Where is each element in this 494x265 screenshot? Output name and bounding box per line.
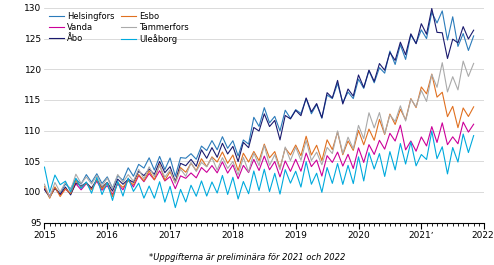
Åbo — [47, 195, 53, 198]
Line: Helsingfors: Helsingfors — [44, 11, 474, 197]
Esbo — [136, 173, 142, 176]
Helsingfors — [110, 187, 116, 190]
Line: Uleåborg: Uleåborg — [44, 131, 474, 207]
Line: Vanda: Vanda — [44, 122, 474, 196]
Text: *Uppgifterna är preliminära för 2021 och 2022: *Uppgifterna är preliminära för 2021 och… — [149, 253, 345, 262]
Tammerfors — [460, 60, 466, 63]
Uleåborg — [356, 155, 362, 158]
Vanda — [471, 123, 477, 126]
Esbo — [429, 73, 435, 76]
Line: Åbo: Åbo — [44, 8, 474, 197]
Tammerfors — [136, 168, 142, 171]
Vanda — [41, 187, 47, 191]
Åbo — [429, 7, 435, 10]
Esbo — [303, 135, 309, 138]
Helsingfors — [303, 97, 309, 100]
Uleåborg — [382, 175, 388, 178]
Uleåborg — [303, 160, 309, 163]
Esbo — [41, 185, 47, 188]
Tammerfors — [110, 187, 116, 190]
Åbo — [471, 29, 477, 32]
Esbo — [382, 133, 388, 136]
Uleåborg — [68, 190, 74, 193]
Åbo — [110, 189, 116, 193]
Åbo — [382, 69, 388, 72]
Tammerfors — [303, 139, 309, 142]
Esbo — [47, 197, 53, 200]
Helsingfors — [73, 178, 79, 181]
Uleåborg — [41, 166, 47, 169]
Helsingfors — [471, 34, 477, 38]
Vanda — [356, 146, 362, 149]
Tammerfors — [73, 173, 79, 176]
Helsingfors — [356, 78, 362, 81]
Legend: Helsingfors, Vanda, Åbo, Esbo, Tammerfors, Uleåborg: Helsingfors, Vanda, Åbo, Esbo, Tammerfor… — [47, 10, 191, 46]
Vanda — [136, 174, 142, 177]
Uleåborg — [471, 134, 477, 137]
Vanda — [110, 193, 116, 196]
Esbo — [73, 179, 79, 182]
Helsingfors — [136, 163, 142, 166]
Tammerfors — [356, 124, 362, 127]
Uleåborg — [130, 190, 136, 193]
Vanda — [382, 148, 388, 151]
Åbo — [41, 188, 47, 191]
Tammerfors — [47, 196, 53, 199]
Vanda — [460, 121, 466, 124]
Tammerfors — [382, 132, 388, 135]
Helsingfors — [47, 196, 53, 199]
Uleåborg — [172, 206, 178, 209]
Vanda — [303, 152, 309, 155]
Vanda — [73, 182, 79, 185]
Esbo — [471, 105, 477, 108]
Vanda — [47, 194, 53, 197]
Helsingfors — [439, 9, 445, 12]
Åbo — [73, 181, 79, 184]
Esbo — [110, 195, 116, 198]
Åbo — [356, 73, 362, 77]
Line: Esbo: Esbo — [44, 74, 474, 198]
Esbo — [356, 129, 362, 132]
Uleåborg — [104, 181, 110, 184]
Åbo — [303, 96, 309, 100]
Tammerfors — [41, 183, 47, 186]
Helsingfors — [382, 72, 388, 75]
Line: Tammerfors: Tammerfors — [44, 61, 474, 197]
Tammerfors — [471, 62, 477, 65]
Åbo — [136, 170, 142, 173]
Helsingfors — [41, 187, 47, 191]
Uleåborg — [429, 130, 435, 133]
